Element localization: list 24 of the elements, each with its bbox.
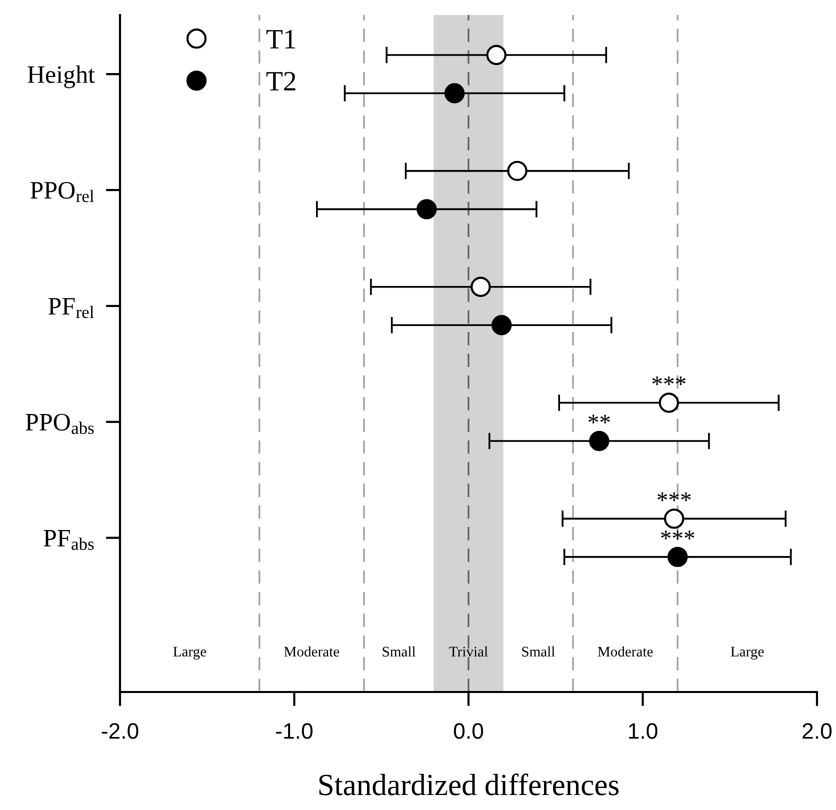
- legend-label: T1: [266, 30, 296, 48]
- x-axis-title: Standardized differences: [319, 774, 619, 796]
- x-tick-label: 2.0: [802, 723, 832, 739]
- y-tick-label: Height: [28, 65, 95, 88]
- legend-label: T2: [266, 72, 296, 90]
- annotation: Large: [730, 646, 764, 660]
- y-tick-label: PPO$_{abs}$: [26, 414, 94, 434]
- y-tick-label: PF$_{abs}$: [44, 530, 94, 550]
- annotation: Small: [382, 646, 416, 657]
- annotation: Moderate: [598, 646, 653, 657]
- band-label: Trivial: [449, 646, 488, 657]
- y-tick-label: PPO$_{rel}$: [30, 182, 94, 202]
- data-label: **: [588, 414, 610, 424]
- annotation: Moderate: [284, 646, 340, 657]
- data-label: ***: [652, 376, 686, 386]
- y-tick-label: PF$_{rel}$: [48, 298, 94, 318]
- x-tick-label: -2.0: [102, 723, 138, 739]
- x-tick-label: -1.0: [276, 723, 313, 739]
- data-label: ***: [658, 492, 691, 502]
- data-label: ***: [661, 530, 694, 540]
- annotation: Small: [522, 646, 555, 657]
- x-tick-label: 1.0: [629, 723, 658, 739]
- annotation: Large: [173, 646, 206, 660]
- x-tick-label: 0.0: [454, 723, 484, 739]
